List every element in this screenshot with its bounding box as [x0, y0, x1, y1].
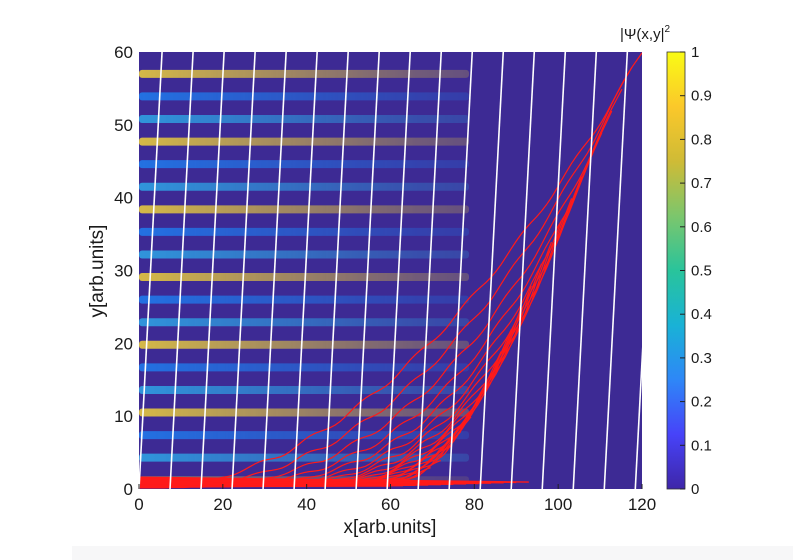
intensity-band [139, 408, 469, 417]
y-tick-label: 60 [114, 43, 133, 62]
x-tick-label: 40 [297, 495, 316, 514]
y-tick-label: 0 [124, 480, 133, 499]
colorbar-tick-label: 0.8 [691, 131, 712, 148]
trajectory-curves [139, 52, 642, 489]
colorbar-tick-label: 0.4 [691, 306, 712, 323]
x-tick-label: 120 [628, 495, 656, 514]
y-axis: 0 10 20 30 40 50 60 [114, 43, 133, 499]
colorbar-title: |Ψ(x,y|2 [620, 24, 671, 43]
y-tick-label: 30 [114, 262, 133, 281]
x-tick-label: 0 [134, 495, 143, 514]
x-axis: 0 20 40 60 80 100 120 [134, 484, 656, 514]
wavefront-line [231, 52, 256, 489]
intensity-band [139, 363, 469, 372]
plot-area [139, 52, 642, 489]
wavefront-line [139, 52, 163, 489]
y-tick-label: 50 [114, 116, 133, 135]
x-axis-label: x[arb.units] [344, 517, 437, 538]
wavefront-line [417, 52, 443, 489]
intensity-band [139, 137, 469, 146]
y-tick-label: 40 [114, 189, 133, 208]
bottom-strip [72, 546, 793, 560]
y-tick-label: 10 [114, 407, 133, 426]
intensity-band [139, 250, 469, 259]
wavefront-line [169, 52, 194, 489]
wavefront-line [572, 52, 598, 489]
trajectory-curve [139, 476, 529, 483]
wavefront-line [603, 52, 629, 489]
intensity-band [139, 273, 469, 282]
colorbar-title-main: |Ψ(x,y| [620, 26, 665, 43]
colorbar-tick-label: 0.3 [691, 350, 712, 367]
intensity-band [139, 160, 469, 169]
y-tick-label: 20 [114, 334, 133, 353]
colorbar-tick-label: 0.6 [691, 219, 712, 236]
colorbar-title-exponent: 2 [665, 24, 671, 35]
colorbar-tick-label: 0.9 [691, 88, 712, 105]
intensity-band [139, 340, 469, 349]
intensity-band [139, 69, 469, 78]
intensity-band [139, 92, 469, 101]
wavefront-line [386, 52, 411, 489]
wavefront-line [200, 52, 225, 489]
x-tick-label: 100 [544, 495, 572, 514]
wavefront-line [324, 52, 349, 489]
intensity-bands [139, 69, 469, 485]
y-axis-label: y[arb.units] [87, 225, 108, 318]
wavefront-line [634, 346, 642, 489]
colorbar-tick-label: 0.2 [691, 394, 712, 411]
intensity-band [139, 182, 469, 191]
wavefront-line [293, 52, 318, 489]
colorbar-ticks: 0 0.1 0.2 0.3 0.4 0.5 0.6 0.7 0.8 0.9 1 [680, 44, 712, 498]
x-tick-label: 80 [465, 495, 484, 514]
wavefront-line [541, 52, 567, 489]
wavefront-line [262, 52, 287, 489]
intensity-band [139, 385, 469, 394]
wavefront-line [448, 52, 474, 489]
intensity-band [139, 318, 469, 327]
x-tick-label: 60 [381, 495, 400, 514]
colorbar-tick-label: 0.1 [691, 437, 712, 454]
wavefront-line [355, 52, 380, 489]
colorbar: 0 0.1 0.2 0.3 0.4 0.5 0.6 0.7 0.8 0.9 1 |Ψ(x,y|2 [620, 24, 712, 498]
colorbar-tick-label: 0 [691, 481, 699, 498]
colorbar-tick-label: 1 [691, 44, 699, 61]
wavefront-line [479, 52, 505, 489]
intensity-band [139, 205, 469, 214]
intensity-band [139, 453, 469, 462]
colorbar-tick-label: 0.5 [691, 263, 712, 280]
x-tick-label: 20 [213, 495, 232, 514]
wavefront-lines [139, 52, 642, 489]
colorbar-tick-label: 0.7 [691, 175, 712, 192]
wavefront-line [510, 52, 536, 489]
intensity-band [139, 227, 469, 236]
intensity-band [139, 115, 469, 124]
